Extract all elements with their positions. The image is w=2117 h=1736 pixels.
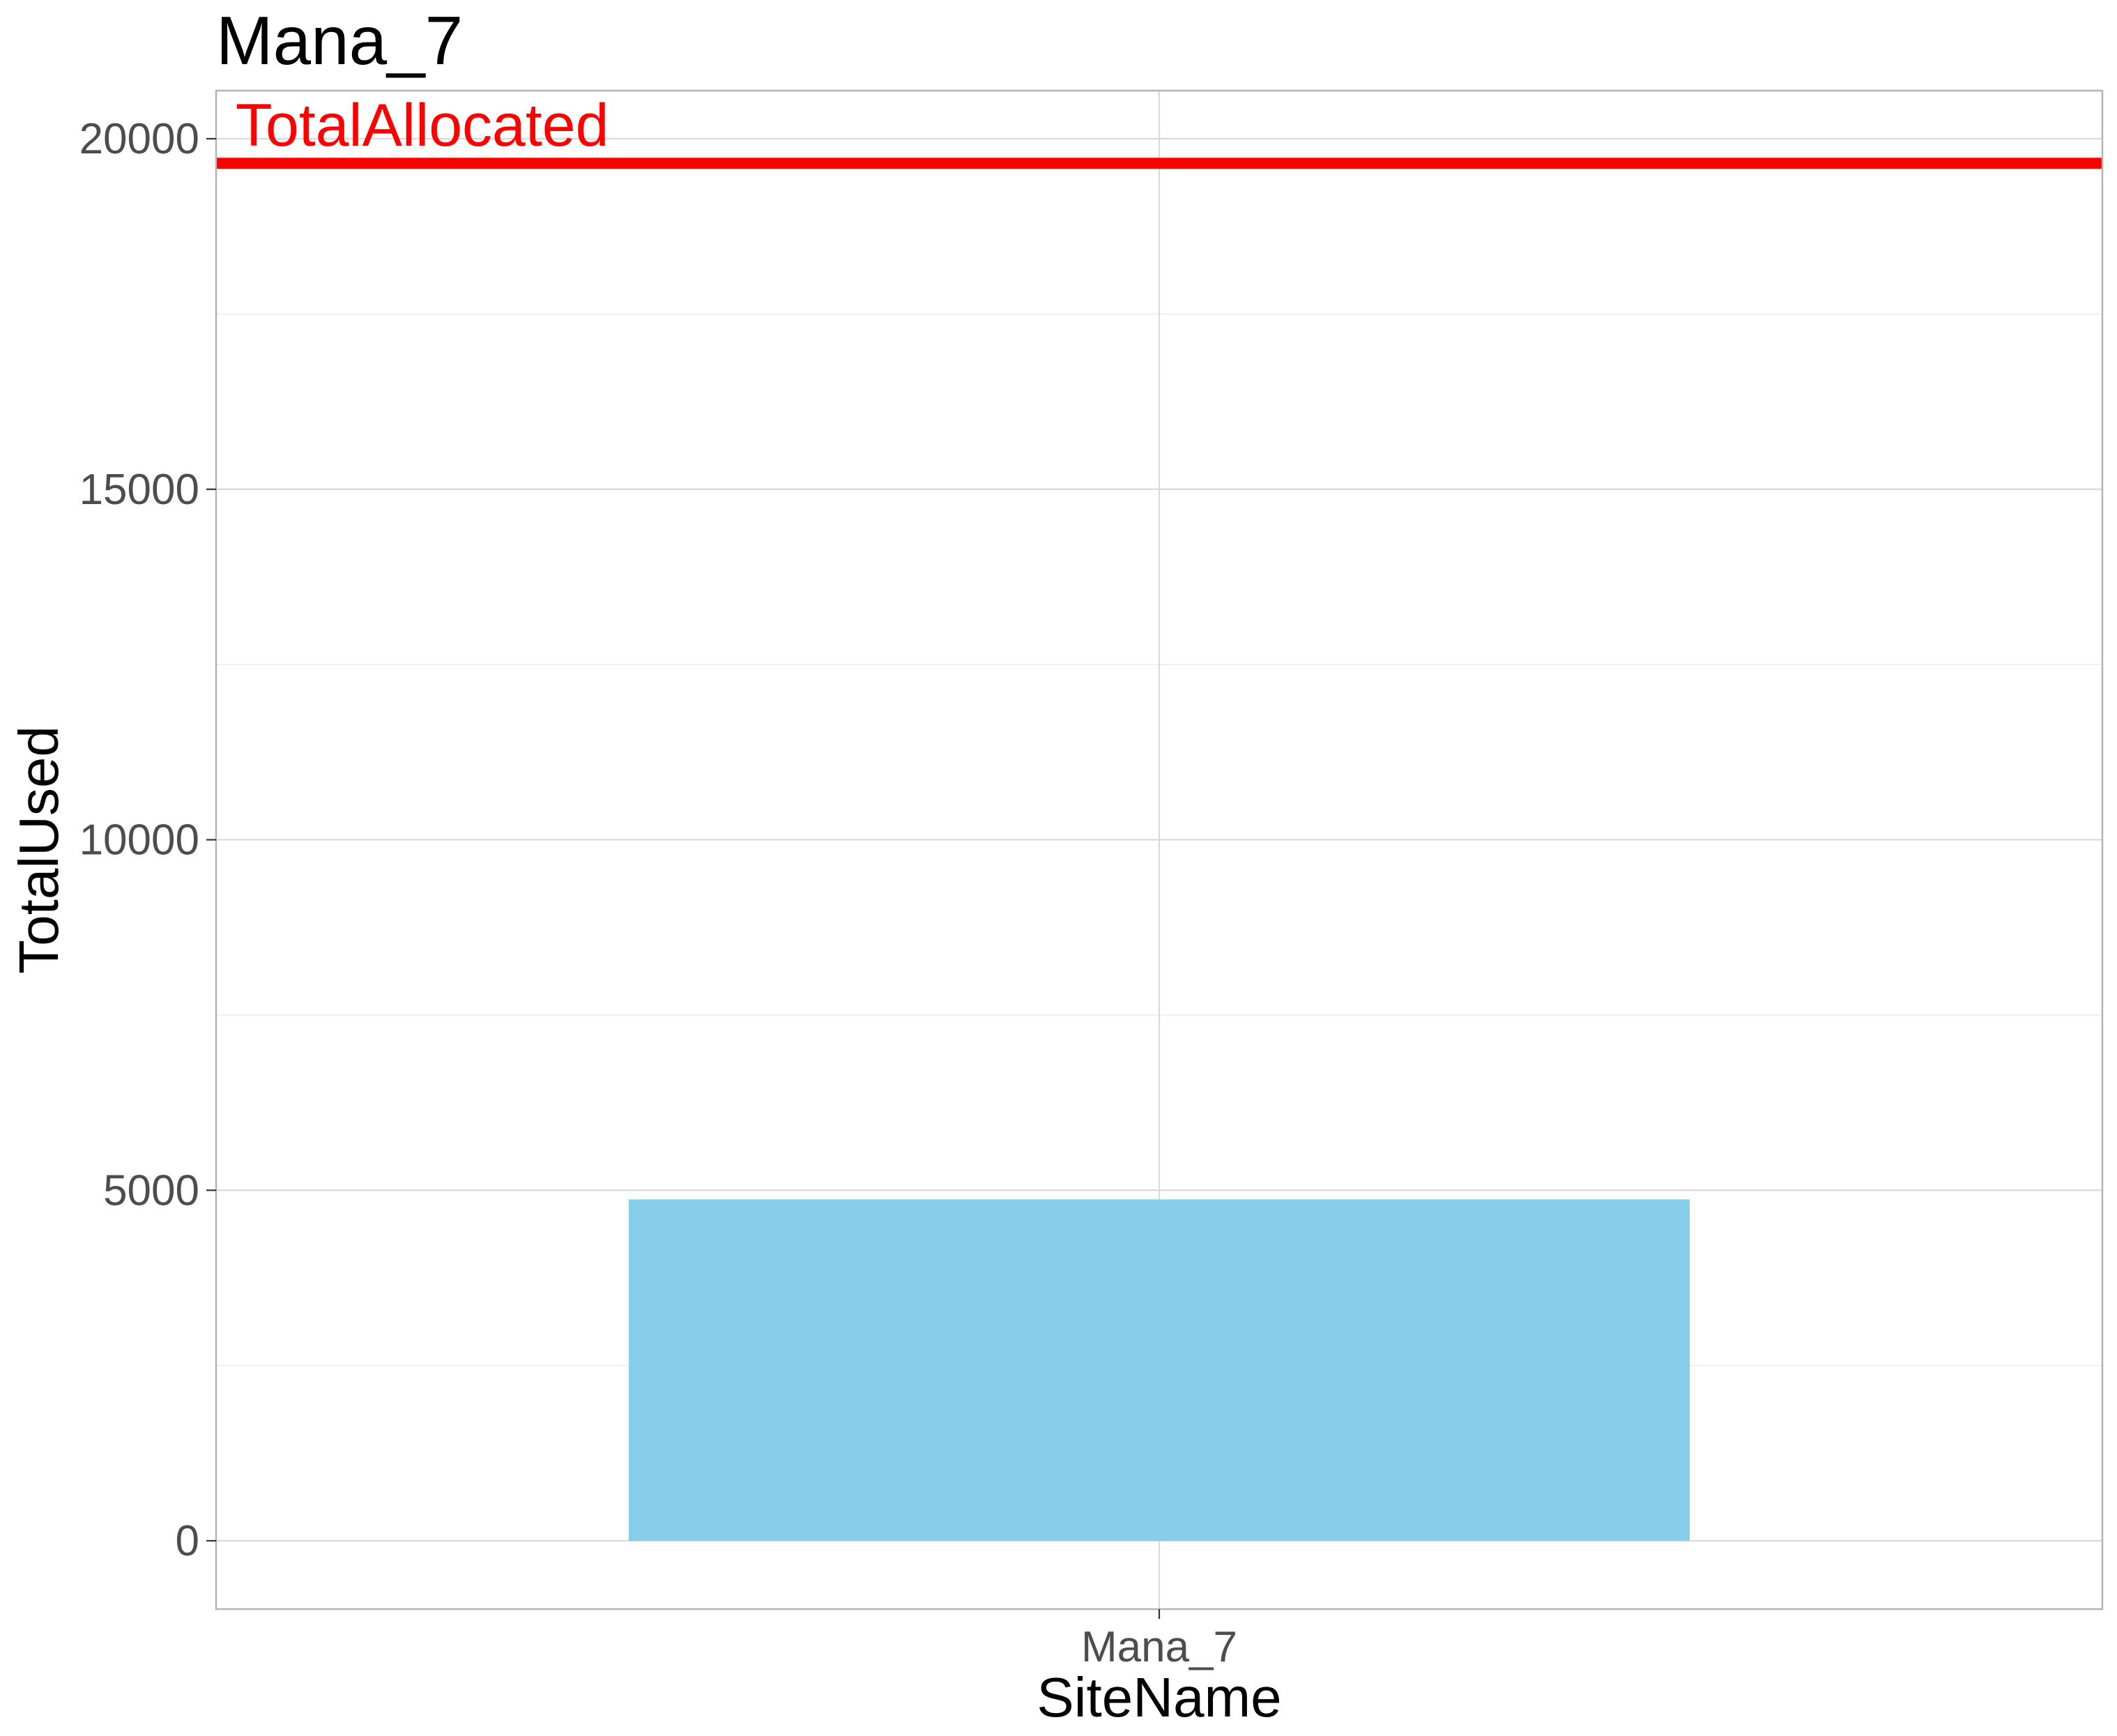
y-tick-label: 10000 (79, 816, 199, 865)
bars (628, 1199, 1690, 1541)
x-axis-label: SiteName (1037, 1666, 1281, 1728)
y-axis-label: TotalUsed (8, 726, 70, 974)
reference-line-label: TotalAllocated (236, 92, 609, 159)
y-axis: 0 5000 10000 15000 20000 (79, 115, 216, 1565)
y-tick-label: 15000 (79, 466, 199, 514)
chart-title: Mana_7 (216, 2, 463, 79)
y-tick-label: 5000 (103, 1166, 199, 1215)
y-tick-label: 20000 (79, 115, 199, 163)
reference-line-group: TotalAllocated (216, 92, 2102, 169)
x-axis: Mana_7 (1081, 1609, 1237, 1671)
x-tick-label: Mana_7 (1081, 1623, 1237, 1671)
bar (628, 1199, 1690, 1541)
y-tick-label: 0 (176, 1517, 199, 1565)
